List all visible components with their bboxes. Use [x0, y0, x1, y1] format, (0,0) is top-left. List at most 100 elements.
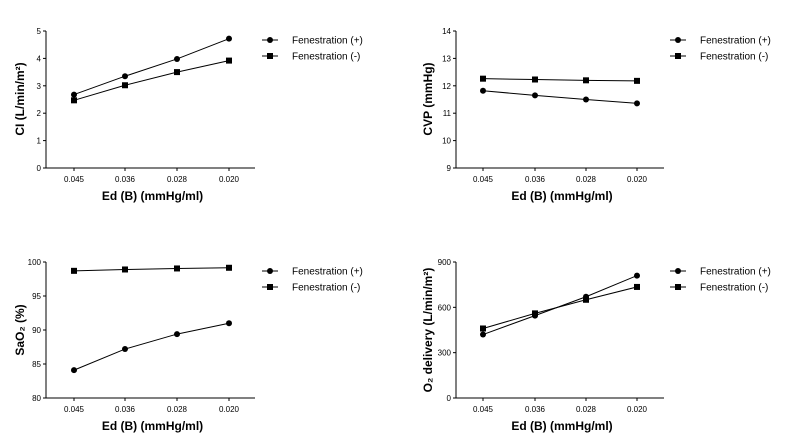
y-axis-title: O₂ delivery (L/min/m²): [421, 268, 435, 393]
y-tick-label: 600: [438, 303, 452, 312]
y-tick-label: 95: [32, 292, 41, 301]
y-tick-label: 100: [28, 258, 42, 267]
y-tick-label: 3: [37, 82, 42, 91]
data-point: [71, 91, 77, 98]
chart-panel-1: 0 1 2 3 4 5 0.045 0.036 0.028 0.020 Ed (B) (mmHg/m…: [13, 27, 363, 203]
x-tick-label: 0.045: [64, 405, 85, 414]
data-point: [122, 346, 128, 353]
data-point: [174, 69, 180, 76]
y-tick-label: 9: [447, 164, 452, 173]
legend-label: Fenestration (+): [700, 267, 771, 278]
data-point: [122, 82, 128, 89]
legend-label: Fenestration (-): [700, 283, 768, 294]
data-point: [634, 272, 640, 279]
data-point: [226, 320, 232, 327]
y-tick-label: 11: [443, 109, 452, 118]
data-point: [122, 266, 128, 273]
x-tick-label: 0.020: [627, 175, 648, 184]
x-tick-label: 0.028: [167, 405, 188, 414]
data-point: [480, 331, 486, 338]
series-2: [480, 283, 640, 332]
y-tick-label: 0: [37, 164, 42, 173]
data-point: [226, 57, 232, 64]
y-axis-title: CI (L/min/m²): [13, 62, 27, 135]
data-point: [174, 55, 180, 62]
data-point: [480, 75, 486, 82]
data-point: [174, 331, 180, 338]
data-point: [583, 96, 589, 103]
legend-marker: [267, 268, 273, 274]
y-tick-label: 0: [447, 394, 452, 403]
x-tick-label: 0.020: [219, 405, 240, 414]
legend-marker: [675, 37, 681, 43]
legend-label: Fenestration (-): [292, 52, 360, 63]
data-point: [583, 296, 589, 303]
y-tick-label: 5: [37, 27, 42, 36]
y-axis-title: CVP (mmHg): [421, 62, 435, 135]
data-point: [174, 265, 180, 272]
x-tick-label: 0.020: [627, 405, 648, 414]
legend-label: Fenestration (-): [292, 283, 360, 294]
x-tick-label: 0.028: [576, 175, 597, 184]
series-line: [73, 322, 230, 371]
legend-entry: Fenestration (-): [670, 283, 768, 294]
y-tick-label: 13: [442, 54, 451, 63]
data-point: [71, 367, 77, 374]
series-1: [71, 35, 232, 98]
y-tick-label: 2: [37, 109, 42, 118]
x-axis-title: Ed (B) (mmHg/ml): [102, 419, 203, 433]
y-tick-label: 1: [37, 137, 42, 146]
legend-marker: [675, 53, 681, 59]
series-line: [482, 90, 638, 104]
y-tick-label: 4: [37, 54, 42, 63]
legend-entry: Fenestration (+): [670, 36, 771, 47]
data-point: [532, 310, 538, 317]
series-1: [71, 320, 232, 374]
legend-entry: Fenestration (+): [262, 267, 363, 278]
data-point: [71, 267, 77, 274]
x-axis-title: Ed (B) (mmHg/ml): [511, 419, 612, 433]
x-tick-label: 0.036: [525, 405, 546, 414]
data-point: [226, 264, 232, 271]
data-point: [583, 77, 589, 84]
y-axis-title: SaO₂ (%): [13, 304, 27, 355]
series-line: [73, 267, 230, 272]
x-tick-label: 0.028: [167, 175, 188, 184]
x-tick-label: 0.036: [525, 175, 546, 184]
legend-entry: Fenestration (-): [670, 52, 768, 63]
legend-entry: Fenestration (+): [262, 36, 363, 47]
y-tick-label: 12: [442, 82, 451, 91]
data-point: [71, 97, 77, 104]
x-tick-label: 0.045: [473, 405, 494, 414]
data-point: [122, 73, 128, 80]
x-tick-label: 0.045: [64, 175, 85, 184]
data-point: [634, 283, 640, 290]
y-tick-label: 80: [32, 394, 41, 403]
x-axis-title: Ed (B) (mmHg/ml): [102, 189, 203, 203]
series-1: [480, 87, 640, 107]
data-point: [226, 35, 232, 42]
y-tick-label: 300: [438, 349, 452, 358]
legend-marker: [675, 284, 681, 290]
data-point: [532, 76, 538, 83]
x-tick-label: 0.028: [576, 405, 597, 414]
chart-panel-4: 0 300 600 900 0.045 0.036 0.028 0.020 Ed (B) (mm…: [421, 258, 771, 433]
legend-entry: Fenestration (-): [262, 283, 360, 294]
legend-entry: Fenestration (+): [670, 267, 771, 278]
y-tick-label: 90: [32, 326, 41, 335]
data-point: [480, 325, 486, 332]
series-line: [482, 275, 638, 336]
x-axis-title: Ed (B) (mmHg/ml): [511, 189, 612, 203]
legend-marker: [267, 284, 273, 290]
series-2: [480, 75, 640, 84]
series-2: [71, 57, 232, 104]
legend-label: Fenestration (+): [292, 267, 363, 278]
data-point: [634, 77, 640, 84]
legend-marker: [675, 268, 681, 274]
series-1: [480, 272, 640, 338]
legend-label: Fenestration (+): [700, 36, 771, 47]
series-line: [482, 286, 638, 329]
data-point: [480, 87, 486, 94]
legend-entry: Fenestration (-): [262, 52, 360, 63]
